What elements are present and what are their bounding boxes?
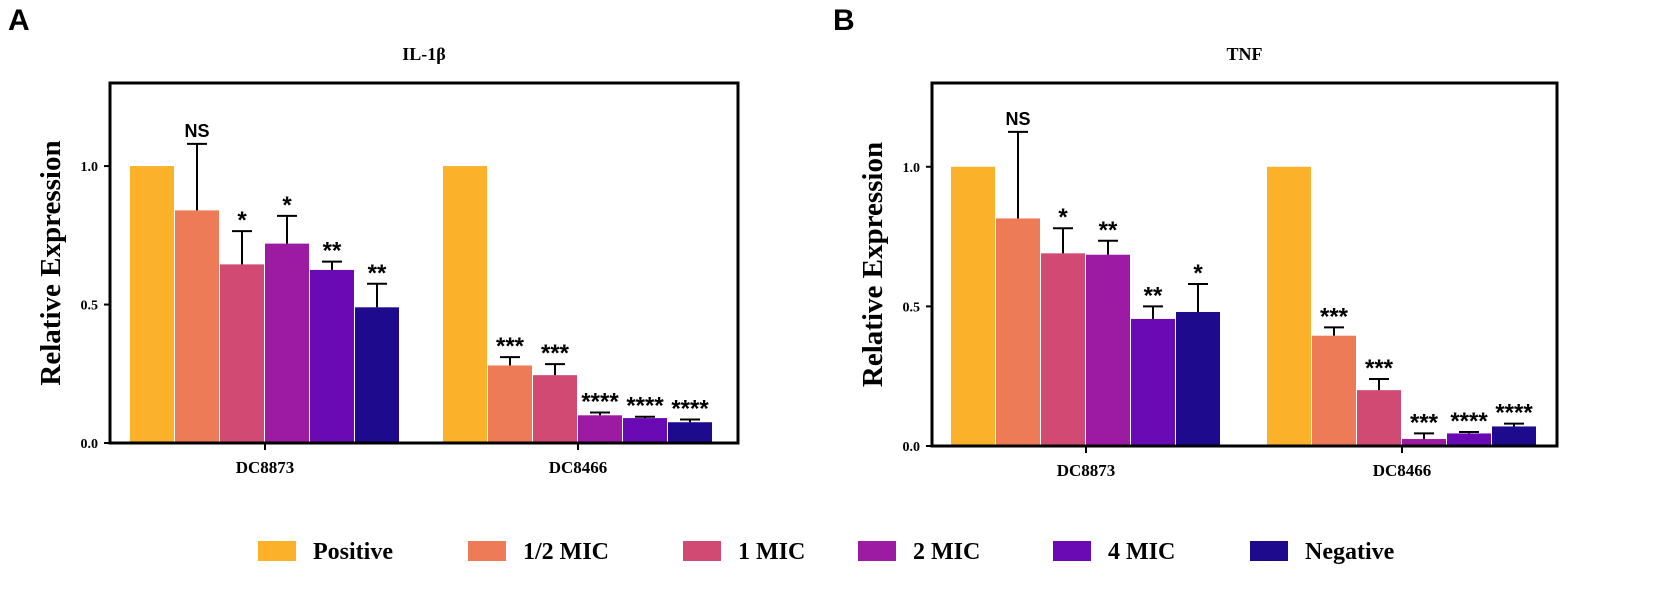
bar-2-mic-dc8466 <box>1402 439 1446 446</box>
legend-label-positive: Positive <box>313 539 393 565</box>
plot-frame <box>930 81 1559 448</box>
bar-1-2-mic-dc8466 <box>488 365 532 443</box>
y-tick-label: 0.5 <box>81 299 99 314</box>
bar-1-2-mic-dc8873 <box>175 210 219 443</box>
bar-1-2-mic-dc8466 <box>1312 335 1356 446</box>
bar-2-mic-dc8873 <box>1086 254 1130 446</box>
bar-positive-dc8873 <box>130 166 174 444</box>
y-tick-label: 0.5 <box>903 300 921 315</box>
legend-swatch-positive <box>258 541 296 561</box>
y-tick-label: 1.0 <box>903 161 921 176</box>
legend-swatch-1-2-mic <box>468 541 506 561</box>
significance-label: ** <box>1099 217 1118 244</box>
chart-title: IL-1β <box>402 44 446 64</box>
x-tick-label: DC8466 <box>549 458 608 477</box>
significance-label: *** <box>541 340 570 367</box>
significance-label: NS <box>1005 109 1030 129</box>
legend-label-1-2-mic: 1/2 MIC <box>523 539 609 565</box>
panel-letter: A <box>8 4 30 37</box>
bar-2-mic-dc8873 <box>265 243 309 443</box>
significance-label: **** <box>671 395 709 422</box>
significance-label: *** <box>1320 303 1349 330</box>
bar-negative-dc8466 <box>1492 426 1536 446</box>
legend-swatch-2-mic <box>858 541 896 561</box>
significance-label: ** <box>323 238 342 265</box>
significance-label: **** <box>1495 400 1533 427</box>
legend-swatch-negative <box>1250 541 1288 561</box>
y-tick-label: 0.0 <box>81 437 99 452</box>
x-tick-label: DC8873 <box>1057 461 1116 480</box>
legend-swatch-4-mic <box>1053 541 1091 561</box>
significance-label: * <box>1058 204 1068 231</box>
bar-negative-dc8873 <box>355 307 399 443</box>
significance-label: *** <box>496 333 525 360</box>
significance-label: ** <box>1144 282 1163 309</box>
bar-positive-dc8466 <box>443 166 487 444</box>
bar-4-mic-dc8873 <box>310 269 354 443</box>
bar-1-mic-dc8466 <box>1357 390 1401 446</box>
plot-frame <box>108 81 740 445</box>
bar-4-mic-dc8466 <box>1447 433 1491 446</box>
legend: Positive 1/2 MIC 1 MIC 2 MIC 4 MIC Negative <box>258 539 1395 565</box>
significance-label: * <box>1193 260 1203 287</box>
y-tick-label: 1.0 <box>81 160 99 175</box>
panel-letter: B <box>833 4 855 37</box>
legend-label-2-mic: 2 MIC <box>913 539 980 565</box>
x-tick-label: DC8466 <box>1373 461 1432 480</box>
bar-4-mic-dc8466 <box>623 418 667 443</box>
significance-label: **** <box>1450 408 1488 435</box>
chart-title: TNF <box>1227 44 1263 64</box>
legend-label-4-mic: 4 MIC <box>1108 539 1175 565</box>
bar-4-mic-dc8873 <box>1131 318 1175 446</box>
y-tick-label: 0.0 <box>903 440 921 455</box>
significance-label: **** <box>581 389 619 416</box>
significance-label: NS <box>184 121 209 141</box>
bar-positive-dc8466 <box>1267 166 1311 446</box>
significance-label: **** <box>626 393 664 420</box>
bar-negative-dc8873 <box>1176 311 1220 446</box>
significance-label: * <box>282 192 292 219</box>
significance-label: *** <box>1410 409 1439 436</box>
bar-negative-dc8466 <box>668 422 712 443</box>
y-axis-label: Relative Expression <box>857 142 889 387</box>
legend-label-negative: Negative <box>1305 539 1395 565</box>
legend-label-1-mic: 1 MIC <box>738 539 805 565</box>
significance-label: *** <box>1365 355 1394 382</box>
bar-positive-dc8873 <box>951 166 995 446</box>
y-axis-label: Relative Expression <box>35 140 67 385</box>
bar-1-2-mic-dc8873 <box>996 218 1040 446</box>
significance-label: * <box>237 207 247 234</box>
bar-1-mic-dc8873 <box>1041 253 1085 446</box>
legend-swatch-1-mic <box>683 541 721 561</box>
x-tick-label: DC8873 <box>236 458 295 477</box>
significance-label: ** <box>368 260 387 287</box>
bar-1-mic-dc8466 <box>533 375 577 443</box>
bar-1-mic-dc8873 <box>220 264 264 443</box>
bar-2-mic-dc8466 <box>578 415 622 443</box>
